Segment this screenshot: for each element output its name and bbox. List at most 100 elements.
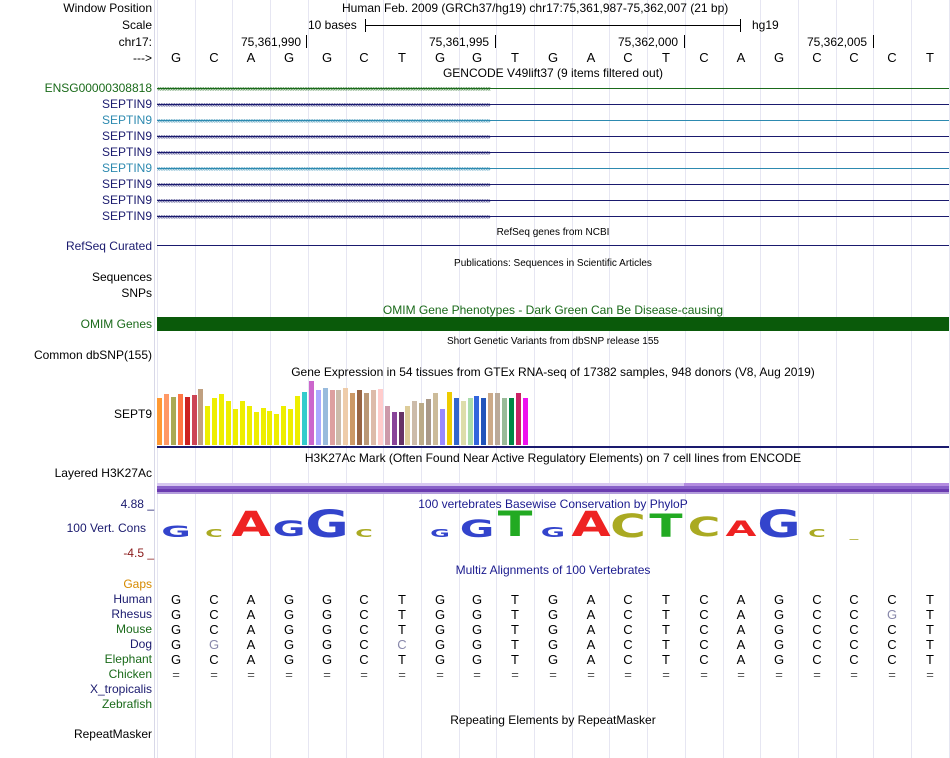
dbsnp-label[interactable]: Common dbSNP(155) bbox=[33, 348, 152, 362]
gtex-tissue-bar[interactable] bbox=[446, 392, 452, 445]
gtex-tissue-bar[interactable] bbox=[329, 390, 335, 445]
gtex-tissue-bar[interactable] bbox=[253, 412, 259, 445]
gtex-tissue-bar[interactable] bbox=[391, 412, 397, 445]
gtex-tissue-bar[interactable] bbox=[198, 389, 204, 445]
omim-title[interactable]: OMIM Gene Phenotypes - Dark Green Can Be… bbox=[382, 303, 724, 317]
gtex-tissue-bar[interactable] bbox=[205, 406, 211, 445]
gtex-tissue-bar[interactable] bbox=[467, 398, 473, 445]
gtex-tissue-bar[interactable] bbox=[350, 393, 356, 445]
multiz-title[interactable]: Multiz Alignments of 100 Vertebrates bbox=[455, 563, 651, 577]
species-label[interactable]: Chicken bbox=[108, 667, 152, 681]
gtex-tissue-bar[interactable] bbox=[405, 406, 411, 445]
gencode-transcript-label[interactable]: SEPTIN9 bbox=[101, 177, 152, 191]
species-label[interactable]: Dog bbox=[129, 637, 152, 651]
gencode-transcript-line[interactable]: ››››››››››››››››››››››››››››››››››››››››… bbox=[157, 101, 949, 109]
gencode-title[interactable]: GENCODE V49lift37 (9 items filtered out) bbox=[442, 66, 664, 80]
gtex-tissue-bar[interactable] bbox=[295, 396, 300, 445]
omim-label[interactable]: OMIM Genes bbox=[80, 317, 152, 331]
gtex-tissue-bar[interactable] bbox=[439, 409, 445, 445]
gtex-tissue-bar[interactable] bbox=[226, 401, 231, 445]
gtex-tissue-bar[interactable] bbox=[315, 390, 321, 445]
phylop-title[interactable]: 100 vertebrates Basewise Conservation by… bbox=[418, 497, 688, 511]
gencode-transcript-line[interactable]: ››››››››››››››››››››››››››››››››››››››››… bbox=[157, 213, 949, 221]
gtex-tissue-bar[interactable] bbox=[495, 393, 501, 445]
gtex-tissue-bar[interactable] bbox=[502, 398, 507, 445]
gtex-tissue-bar[interactable] bbox=[508, 398, 514, 445]
refseq-gene-line[interactable] bbox=[157, 245, 949, 246]
gencode-transcript-line[interactable]: ››››››››››››››››››››››››››››››››››››››››… bbox=[157, 165, 949, 173]
publications-label-sequences[interactable]: Sequences bbox=[91, 270, 152, 284]
gtex-tissue-bar[interactable] bbox=[481, 398, 487, 445]
gtex-bar-chart[interactable] bbox=[157, 380, 557, 445]
gencode-transcript-line[interactable]: ‹‹‹‹‹‹‹‹‹‹‹‹‹‹‹‹‹‹‹‹‹‹‹‹‹‹‹‹‹‹‹‹‹‹‹‹‹‹‹‹… bbox=[157, 85, 949, 93]
gtex-title[interactable]: Gene Expression in 54 tissues from GTEx … bbox=[291, 365, 815, 379]
gencode-transcript-line[interactable]: ››››››››››››››››››››››››››››››››››››››››… bbox=[157, 197, 949, 205]
species-label[interactable]: Zebrafish bbox=[101, 697, 152, 711]
dbsnp-title[interactable]: Short Genetic Variants from dbSNP releas… bbox=[447, 336, 659, 347]
gtex-tissue-bar[interactable] bbox=[177, 394, 183, 445]
gtex-tissue-bar[interactable] bbox=[522, 398, 528, 445]
gencode-transcript-line[interactable]: ››››››››››››››››››››››››››››››››››››››››… bbox=[157, 117, 949, 125]
gencode-transcript-label[interactable]: SEPTIN9 bbox=[101, 161, 152, 175]
gtex-tissue-bar[interactable] bbox=[191, 395, 197, 445]
gtex-tissue-bar[interactable] bbox=[419, 403, 425, 445]
h3k27ac-title[interactable]: H3K27Ac Mark (Often Found Near Active Re… bbox=[304, 451, 802, 465]
gtex-tissue-bar[interactable] bbox=[260, 408, 266, 445]
gtex-tissue-bar[interactable] bbox=[157, 398, 162, 445]
gtex-tissue-bar[interactable] bbox=[364, 393, 369, 445]
gtex-tissue-bar[interactable] bbox=[239, 401, 245, 445]
gtex-tissue-bar[interactable] bbox=[274, 414, 280, 445]
gtex-tissue-bar[interactable] bbox=[301, 392, 307, 445]
gtex-tissue-bar[interactable] bbox=[170, 397, 176, 445]
refseq-title[interactable]: RefSeq genes from NCBI bbox=[496, 227, 610, 238]
gtex-tissue-bar[interactable] bbox=[184, 397, 190, 445]
repeatmasker-label[interactable]: RepeatMasker bbox=[73, 727, 152, 741]
gencode-transcript-line[interactable]: ››››››››››››››››››››››››››››››››››››››››… bbox=[157, 133, 949, 141]
gtex-tissue-bar[interactable] bbox=[515, 393, 521, 445]
publications-title[interactable]: Publications: Sequences in Scientific Ar… bbox=[454, 258, 652, 269]
gencode-transcript-line[interactable]: ››››››››››››››››››››››››››››››››››››››››… bbox=[157, 181, 949, 189]
gtex-label[interactable]: SEPT9 bbox=[113, 407, 152, 421]
gtex-tissue-bar[interactable] bbox=[357, 390, 363, 445]
publications-label-snps[interactable]: SNPs bbox=[121, 286, 152, 300]
gencode-transcript-line[interactable]: ››››››››››››››››››››››››››››››››››››››››… bbox=[157, 149, 949, 157]
gencode-transcript-label[interactable]: SEPTIN9 bbox=[101, 97, 152, 111]
gtex-tissue-bar[interactable] bbox=[322, 388, 328, 445]
gtex-tissue-bar[interactable] bbox=[219, 394, 225, 445]
gtex-tissue-bar[interactable] bbox=[433, 393, 438, 445]
refseq-label[interactable]: RefSeq Curated bbox=[65, 239, 152, 253]
gtex-tissue-bar[interactable] bbox=[336, 390, 342, 445]
gencode-transcript-label[interactable]: SEPTIN9 bbox=[101, 209, 152, 223]
gtex-tissue-bar[interactable] bbox=[453, 398, 459, 445]
phylop-label[interactable]: 100 Vert. Cons bbox=[66, 521, 146, 535]
gencode-transcript-label[interactable]: SEPTIN9 bbox=[101, 129, 152, 143]
gtex-tissue-bar[interactable] bbox=[281, 406, 287, 445]
h3k27ac-signal[interactable] bbox=[157, 483, 949, 494]
gtex-tissue-bar[interactable] bbox=[384, 406, 390, 445]
gtex-tissue-bar[interactable] bbox=[370, 390, 376, 445]
species-label[interactable]: Mouse bbox=[115, 622, 152, 636]
h3k27ac-label[interactable]: Layered H3K27Ac bbox=[54, 466, 152, 480]
gencode-transcript-label[interactable]: SEPTIN9 bbox=[101, 193, 152, 207]
gtex-tissue-bar[interactable] bbox=[343, 388, 349, 445]
species-label[interactable]: Elephant bbox=[104, 652, 152, 666]
gtex-tissue-bar[interactable] bbox=[488, 393, 494, 445]
gencode-transcript-label[interactable]: ENSG00000308818 bbox=[44, 81, 152, 95]
omim-gene-bar[interactable] bbox=[157, 317, 949, 331]
gtex-tissue-bar[interactable] bbox=[377, 389, 383, 445]
gtex-tissue-bar[interactable] bbox=[246, 406, 252, 445]
gtex-tissue-bar[interactable] bbox=[426, 399, 432, 445]
gtex-tissue-bar[interactable] bbox=[412, 401, 418, 445]
gtex-tissue-bar[interactable] bbox=[267, 411, 273, 445]
species-label[interactable]: Human bbox=[113, 592, 152, 606]
gtex-tissue-bar[interactable] bbox=[212, 398, 218, 445]
gtex-tissue-bar[interactable] bbox=[398, 412, 404, 445]
species-label[interactable]: Rhesus bbox=[111, 607, 152, 621]
gencode-transcript-label[interactable]: SEPTIN9 bbox=[101, 113, 152, 127]
gtex-tissue-bar[interactable] bbox=[474, 396, 480, 445]
gtex-tissue-bar[interactable] bbox=[308, 381, 314, 445]
species-label[interactable]: X_tropicalis bbox=[89, 682, 152, 696]
repeatmasker-title[interactable]: Repeating Elements by RepeatMasker bbox=[450, 713, 656, 727]
gtex-tissue-bar[interactable] bbox=[460, 401, 466, 445]
gencode-transcript-label[interactable]: SEPTIN9 bbox=[101, 145, 152, 159]
